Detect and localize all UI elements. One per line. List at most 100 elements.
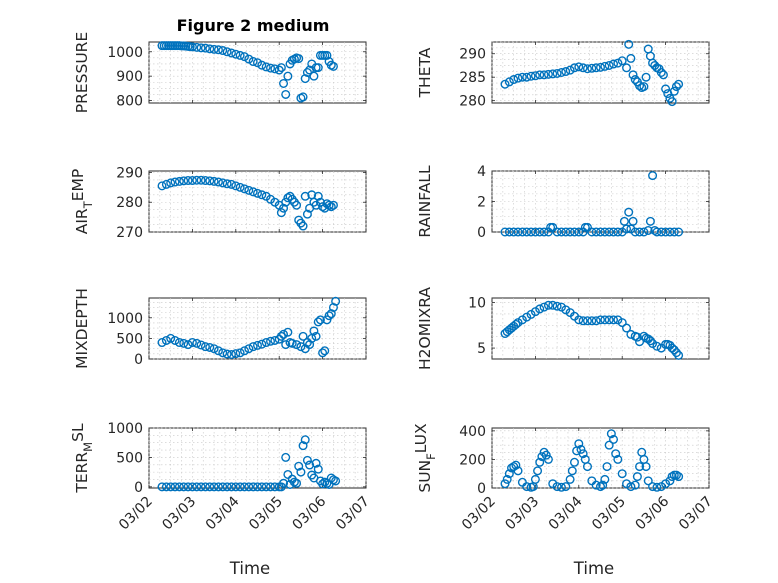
data-point: [511, 319, 521, 329]
data-point: [643, 225, 653, 235]
data-point: [517, 227, 527, 237]
data-point: [276, 331, 286, 341]
data-point: [630, 227, 640, 237]
y-tick-label: 0: [477, 225, 486, 241]
x-tick-label: 03/03: [159, 494, 199, 534]
y-tick-label: 285: [459, 70, 486, 86]
data-point: [582, 64, 592, 74]
data-point: [530, 474, 540, 484]
data-point: [504, 227, 514, 237]
data-point: [213, 482, 223, 492]
data-point: [632, 332, 642, 342]
data-point: [650, 225, 660, 235]
y-tick-label: 0: [477, 481, 486, 497]
data-point: [192, 175, 202, 185]
data-point: [635, 81, 645, 91]
data-point: [226, 48, 236, 58]
data-point: [652, 341, 662, 351]
data-point: [161, 179, 171, 189]
data-point: [530, 227, 540, 237]
data-point: [213, 45, 223, 55]
data-point: [591, 480, 601, 490]
data-point: [617, 318, 627, 328]
data-point: [292, 340, 302, 350]
data-point: [671, 82, 681, 92]
data-point: [626, 482, 636, 492]
data-point: [187, 482, 197, 492]
data-point: [209, 176, 219, 186]
data-point: [239, 482, 249, 492]
data-point: [613, 227, 623, 237]
y-tick-label: 1000: [107, 45, 143, 61]
data-point: [174, 482, 184, 492]
data-point: [174, 176, 184, 186]
data-point: [157, 338, 167, 348]
data-point: [279, 329, 289, 339]
data-point: [231, 349, 241, 359]
data-point: [561, 482, 571, 492]
y-tick-label: 0: [134, 480, 143, 496]
data-point: [552, 68, 562, 78]
data-point: [556, 227, 566, 237]
data-point: [602, 462, 612, 472]
data-point: [166, 178, 176, 188]
data-point: [661, 227, 671, 237]
data-point: [324, 311, 334, 321]
data-point: [665, 227, 675, 237]
y-axis-label: THETA: [416, 47, 434, 98]
data-point: [261, 338, 271, 348]
data-point: [617, 56, 627, 66]
data-point: [244, 54, 254, 64]
data-point: [609, 227, 619, 237]
data-point: [298, 331, 308, 341]
data-point: [667, 97, 677, 107]
data-point: [276, 208, 286, 218]
data-point: [170, 335, 180, 345]
data-point: [222, 179, 232, 189]
data-point: [257, 339, 267, 349]
data-point: [187, 42, 197, 52]
y-tick-label: 800: [116, 94, 143, 110]
data-point: [643, 476, 653, 486]
data-point: [298, 441, 308, 451]
data-point: [322, 50, 332, 60]
data-point: [213, 177, 223, 187]
data-point: [565, 65, 575, 75]
data-point: [533, 466, 543, 476]
data-point: [328, 61, 338, 71]
data-point: [635, 462, 645, 472]
data-point: [192, 42, 202, 52]
data-point: [281, 452, 291, 462]
figure-title: Figure 2 medium: [177, 16, 330, 35]
data-point: [187, 338, 197, 348]
y-tick-label: 200: [459, 452, 486, 468]
data-point: [270, 335, 280, 345]
data-point: [500, 479, 510, 489]
data-point: [222, 482, 232, 492]
data-point: [596, 62, 606, 72]
data-point: [604, 60, 614, 70]
data-point: [192, 338, 202, 348]
data-point: [257, 482, 267, 492]
data-point: [292, 200, 302, 210]
data-point: [252, 340, 262, 350]
data-point: [574, 62, 584, 72]
data-point: [266, 336, 276, 346]
data-point: [248, 57, 258, 67]
x-tick-label: 03/03: [502, 494, 542, 534]
data-point: [574, 227, 584, 237]
data-point: [578, 316, 588, 326]
data-point: [669, 227, 679, 237]
data-point: [311, 458, 321, 468]
data-point: [320, 346, 330, 356]
data-point: [513, 227, 523, 237]
data-point: [200, 342, 210, 352]
x-axis-label-right: Time: [573, 559, 614, 578]
data-point: [157, 482, 167, 492]
data-point: [600, 61, 610, 71]
data-point: [641, 72, 651, 82]
data-point: [541, 450, 551, 460]
data-point: [252, 482, 262, 492]
data-point: [630, 75, 640, 85]
data-point: [313, 63, 323, 73]
